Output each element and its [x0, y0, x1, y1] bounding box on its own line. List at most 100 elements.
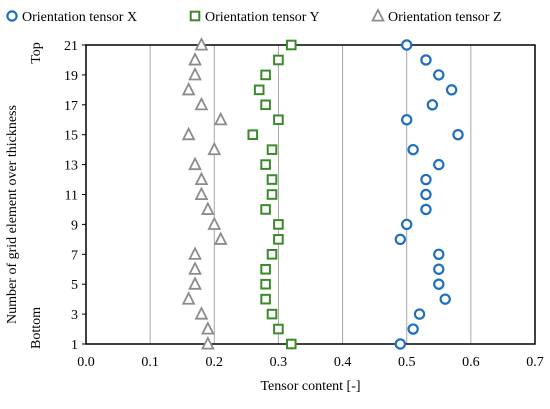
x-tick-label: 0.1 [141, 355, 159, 370]
data-point-square [260, 293, 271, 305]
data-point-circle [433, 278, 445, 290]
data-point-circle [401, 114, 413, 126]
data-markers [181, 37, 464, 350]
data-point-square [273, 54, 284, 66]
x-axis-label: Tensor content [-] [260, 379, 360, 394]
data-point-triangle [194, 96, 209, 111]
y-axis-bottom-label: Bottom [29, 307, 44, 349]
data-point-triangle [188, 261, 202, 275]
data-point-circle [420, 188, 432, 201]
data-point-triangle [207, 141, 222, 156]
data-point-triangle [207, 216, 222, 230]
data-point-square [260, 278, 271, 290]
data-point-square [266, 144, 278, 155]
legend-marker-circle [6, 10, 18, 22]
plot-border [85, 44, 536, 345]
y-tick-label: 3 [71, 308, 78, 323]
y-tick-label: 21 [64, 39, 78, 54]
data-point-square [266, 249, 278, 260]
series-triangle [181, 37, 228, 350]
y-tick-label: 19 [64, 69, 78, 84]
y-tick-label: 1 [71, 338, 78, 353]
y-axis-top-label: Top [29, 42, 44, 64]
y-axis-label: Number of grid element over thickness [5, 105, 20, 324]
x-tick-label: 0.5 [398, 355, 416, 370]
data-point-circle [445, 84, 458, 96]
data-point-circle [413, 308, 426, 320]
data-point-circle [433, 69, 445, 81]
data-point-square [285, 338, 297, 350]
legend-label: Orientation tensor Z [388, 10, 502, 25]
y-tick-label: 13 [64, 159, 78, 174]
data-point-square [273, 234, 284, 245]
legend-entry: Orientation tensor Z [371, 8, 502, 25]
x-tick-label: 0.3 [270, 355, 288, 370]
data-point-circle [426, 99, 439, 111]
legend-label: Orientation tensor Y [205, 10, 320, 25]
data-point-square [266, 189, 278, 200]
data-point-circle [401, 218, 413, 231]
data-point-circle [394, 233, 406, 246]
data-point-circle [407, 143, 419, 156]
y-tick-label: 15 [64, 129, 78, 144]
data-point-square [273, 323, 284, 335]
x-axis-ticks: 0.0 0.1 0.2 0.3 0.4 0.5 0.6 0.7 [77, 355, 544, 370]
data-point-square [247, 129, 259, 140]
data-point-square [260, 159, 271, 170]
x-tick-label: 0.4 [334, 355, 352, 370]
data-point-circle [433, 158, 445, 171]
data-point-triangle [201, 336, 215, 350]
data-point-triangle [213, 111, 228, 126]
data-point-triangle [188, 66, 202, 81]
data-point-square [260, 204, 271, 215]
data-point-circle [420, 203, 432, 216]
series-square [247, 39, 297, 350]
data-point-triangle [188, 51, 202, 66]
data-point-triangle [181, 81, 196, 96]
data-point-triangle [201, 321, 215, 335]
data-point-square [266, 308, 278, 320]
data-point-square [260, 69, 271, 81]
data-point-triangle [201, 201, 215, 215]
data-point-triangle [181, 126, 196, 141]
data-point-triangle [194, 171, 209, 186]
y-tick-label: 17 [64, 99, 78, 114]
data-point-triangle [213, 231, 228, 245]
data-point-triangle [194, 306, 209, 320]
data-point-circle [433, 263, 445, 275]
data-point-square [266, 174, 278, 185]
data-point-circle [452, 128, 464, 141]
data-point-triangle [188, 276, 202, 290]
data-point-circle [433, 248, 445, 260]
data-point-square [253, 84, 265, 96]
grid-lines [149, 45, 472, 344]
legend-label: Orientation tensor X [22, 10, 137, 25]
y-tick-label: 9 [71, 218, 78, 233]
data-point-circle [420, 173, 432, 186]
legend-entry: Orientation tensor X [6, 10, 137, 25]
data-point-triangle [194, 37, 209, 51]
legend-entry: Orientation tensor Y [189, 10, 320, 25]
y-tick-label: 7 [71, 248, 78, 263]
x-tick-label: 0.7 [526, 355, 544, 370]
y-tick-label: 5 [71, 278, 78, 293]
legend: Orientation tensor X Orientation tensor Y… [6, 8, 502, 25]
data-point-circle [407, 323, 419, 335]
y-tick-label: 11 [65, 189, 78, 204]
data-point-triangle [194, 186, 209, 201]
data-point-square [260, 99, 271, 111]
data-point-square [273, 114, 284, 126]
plot-frame [85, 44, 536, 345]
legend-marker-triangle [371, 8, 385, 22]
data-point-circle [394, 338, 406, 350]
data-point-circle [439, 293, 451, 305]
data-point-square [273, 219, 284, 230]
data-point-triangle [181, 291, 196, 305]
data-point-circle [420, 54, 432, 66]
data-point-triangle [188, 246, 202, 260]
series-circle [394, 39, 464, 350]
x-tick-label: 0.2 [206, 355, 224, 370]
